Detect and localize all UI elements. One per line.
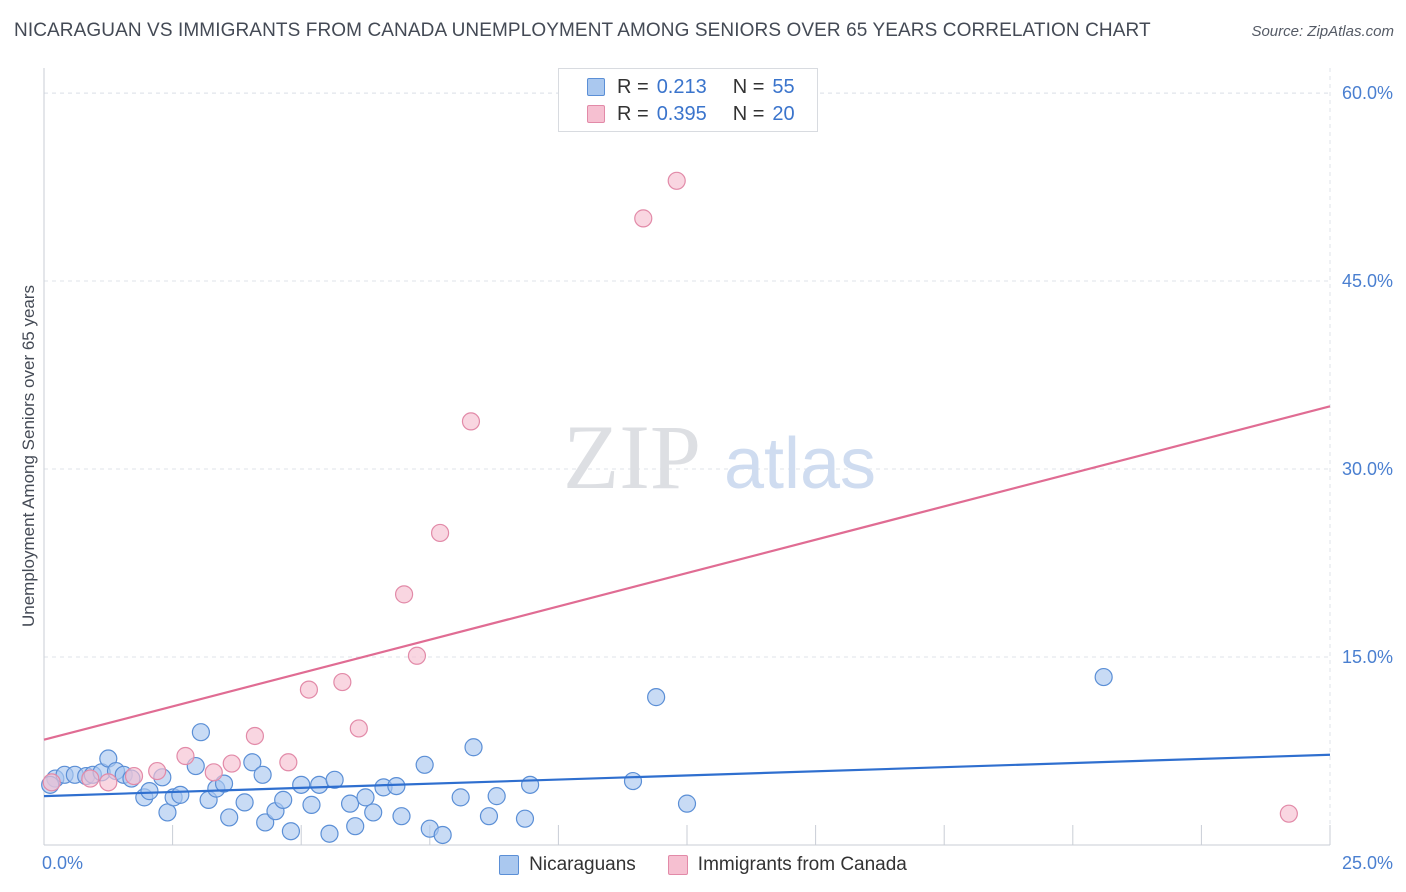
data-point [256, 813, 275, 832]
data-point [464, 738, 483, 757]
y-tick-label: 30.0% [1342, 459, 1393, 479]
legend-r-value: 0.395 [656, 102, 707, 125]
legend-label-canada: Immigrants from Canada [697, 854, 907, 875]
series-canada [42, 171, 1298, 823]
watermark: ZIP atlas [563, 406, 876, 508]
legend-row-canada: R = 0.395 N = 20 [587, 101, 795, 127]
legend-n-value: 20 [772, 102, 795, 125]
legend-row-nicaraguans: R = 0.213 N = 55 [587, 74, 795, 100]
legend-r-value: 0.213 [656, 75, 707, 98]
data-point [310, 775, 329, 794]
data-point [253, 765, 272, 784]
stats-legend: R = 0.213 N = 55 R = 0.395 N = 20 [558, 68, 818, 132]
watermark-zip: ZIP [563, 406, 701, 508]
legend-item-canada: Immigrants from Canada [667, 854, 907, 876]
data-point [222, 754, 241, 773]
legend-r-label: R = [617, 102, 649, 125]
data-point [281, 822, 301, 841]
data-point [279, 753, 298, 772]
data-point [451, 788, 470, 807]
data-point [99, 773, 118, 792]
trend-layer [43, 405, 1331, 798]
data-point [171, 785, 190, 804]
legend-swatch-blue [587, 78, 605, 96]
legend-item-nicaraguans: Nicaraguans [499, 854, 636, 876]
data-point [243, 753, 262, 772]
axis-layer [43, 68, 1330, 846]
data-point [487, 787, 506, 806]
chart-title: NICARAGUAN VS IMMIGRANTS FROM CANADA UNE… [14, 20, 1151, 41]
data-point [235, 793, 254, 812]
data-point [433, 825, 452, 845]
data-point [274, 790, 293, 809]
y-tick-label: 15.0% [1342, 647, 1393, 667]
y-tick-label: 45.0% [1342, 271, 1393, 291]
data-point [214, 774, 234, 793]
x-tick-label: 0.0% [42, 853, 83, 873]
data-point [325, 770, 344, 789]
data-point [387, 776, 406, 796]
series-nicaraguans [41, 667, 1113, 845]
data-point [479, 807, 499, 826]
data-point [1279, 804, 1298, 823]
source-label: Source: ZipAtlas.com [1251, 23, 1394, 40]
x-tick-label: 25.0% [1342, 853, 1393, 873]
data-point [299, 680, 319, 699]
data-point [333, 672, 352, 692]
series-legend: Nicaraguans Immigrants from Canada [0, 852, 1406, 878]
data-point [677, 794, 697, 813]
legend-swatch-pink [667, 855, 688, 875]
data-point [245, 726, 265, 746]
data-point [521, 775, 540, 794]
y-tick-label: 60.0% [1342, 83, 1393, 103]
data-point [140, 782, 159, 801]
data-point [407, 646, 427, 665]
watermark-atlas: atlas [724, 424, 876, 504]
legend-label-nicaraguans: Nicaraguans [529, 854, 636, 875]
data-point [124, 766, 144, 786]
legend-n-label: N = [732, 75, 765, 98]
data-point [392, 807, 411, 826]
legend-n-label: N = [732, 102, 765, 125]
data-point [394, 585, 414, 604]
data-point [176, 746, 195, 766]
trend-line-nicaraguans [43, 753, 1331, 798]
data-point [292, 775, 311, 794]
data-point [430, 523, 450, 543]
data-point [320, 824, 339, 843]
data-point [204, 763, 223, 782]
legend-r-label: R = [617, 75, 649, 98]
data-point [461, 412, 481, 431]
data-point [634, 209, 653, 228]
data-point [515, 809, 535, 828]
data-point [647, 688, 666, 707]
tick-label-layer: 15.0% 30.0% 45.0% 60.0% 0.0% 25.0% [42, 83, 1393, 873]
legend-swatch-blue [499, 855, 520, 875]
data-point [191, 723, 210, 742]
data-point [349, 719, 368, 738]
data-point [667, 171, 686, 190]
legend-swatch-pink [587, 105, 605, 123]
data-point [1094, 667, 1113, 687]
data-point [148, 761, 167, 781]
data-point [220, 808, 239, 827]
y-axis-label: Unemployment Among Seniors over 65 years [19, 285, 38, 627]
trend-line-canada [43, 405, 1331, 741]
data-point [42, 773, 61, 792]
legend-n-value: 55 [772, 75, 795, 98]
data-point [340, 794, 360, 813]
data-point [364, 803, 383, 822]
data-point [346, 817, 365, 836]
points-layer [41, 171, 1298, 845]
data-point [81, 769, 100, 788]
data-point [302, 795, 321, 814]
data-point [623, 771, 643, 791]
data-point [415, 755, 434, 774]
data-point [356, 788, 375, 807]
